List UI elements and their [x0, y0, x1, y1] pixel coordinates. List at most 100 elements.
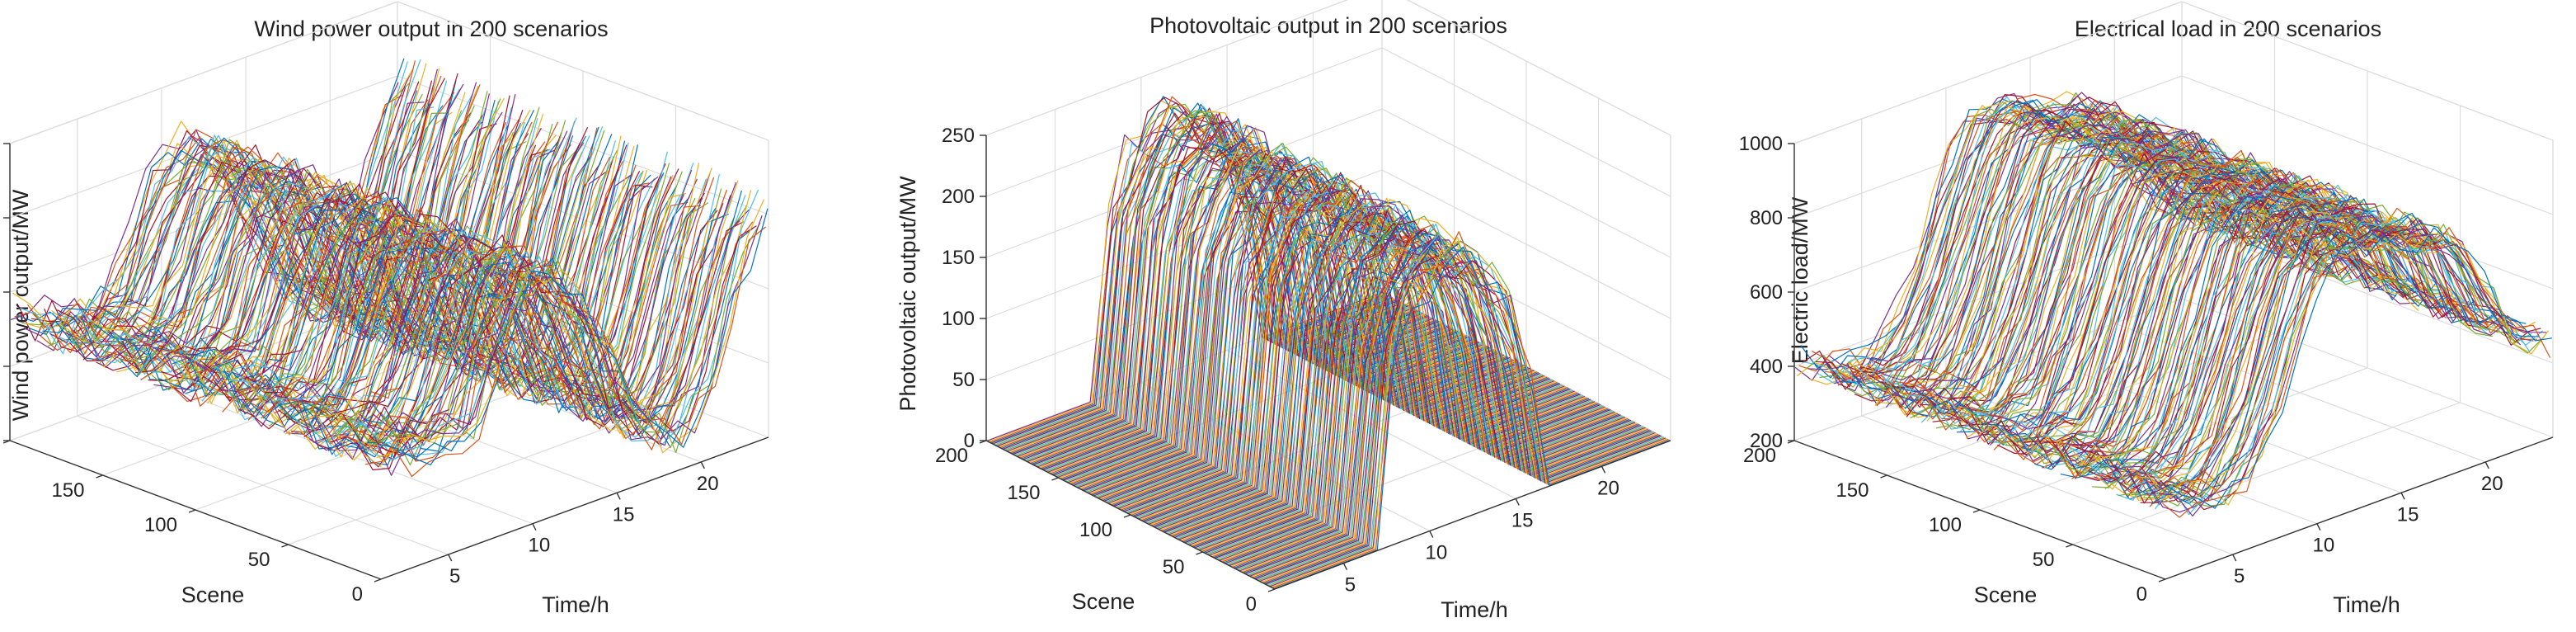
scenario-line [1221, 234, 1619, 563]
y-tick-label: 0 [2136, 583, 2147, 606]
z-axis-label: Wind power output/MW [8, 189, 33, 421]
y-tick-label: 50 [248, 549, 270, 571]
z-tick-label: 150 [942, 247, 975, 269]
scenario-line [1080, 149, 1477, 490]
scenario-line [1246, 223, 1643, 576]
scenario-line [323, 167, 712, 458]
box-edge [9, 1, 398, 144]
scenario-line [2156, 224, 2545, 507]
x-tick-label: 5 [1345, 574, 1356, 597]
y-tick [1123, 514, 1131, 518]
y-tick-label: 150 [1836, 479, 1869, 502]
z-tick-label: 250 [942, 125, 975, 147]
scenario-line [990, 96, 1388, 444]
scenario-line [379, 208, 769, 465]
x-tick-label: 5 [2234, 565, 2245, 587]
scenario-line [194, 151, 583, 404]
scenario-line [2145, 225, 2534, 513]
scenario-line [1255, 252, 1652, 580]
scenario-line [1217, 215, 1615, 561]
scenario-line [1145, 175, 1542, 524]
z-tick-label: 600 [1750, 281, 1783, 304]
x-tick-label: 20 [1597, 477, 1619, 499]
box-edge [985, 0, 1349, 136]
scenario-lines [10, 58, 769, 478]
scenario-line [353, 190, 742, 466]
scenario-line [1233, 223, 1630, 568]
scenario-line [1025, 110, 1422, 462]
y-tick-label: 200 [935, 445, 968, 467]
x-tick-label: 10 [1425, 542, 1447, 564]
scenario-line [1242, 224, 1638, 573]
scenario-line [1103, 167, 1500, 502]
scenario-line [2069, 191, 2458, 467]
scenario-line [1999, 166, 2387, 442]
chart-title: Electrical load in 200 scenarios [2075, 17, 2381, 41]
scenario-line [268, 183, 657, 427]
scenario-line [1111, 168, 1507, 506]
scenario-line [1206, 205, 1603, 554]
x-tick-label: 20 [2481, 473, 2503, 495]
scenario-line [1267, 233, 1663, 586]
scenario-line [1220, 238, 1617, 562]
y-tick-label: 50 [2033, 549, 2055, 571]
scenario-line [21, 83, 411, 336]
scenario-line [216, 130, 605, 403]
scenario-line [2128, 220, 2517, 498]
y-tick-label: 150 [51, 479, 84, 502]
z-tick-label: 50 [952, 369, 975, 391]
scenario-line [1262, 255, 1659, 583]
x-tick-label: 15 [1511, 509, 1534, 531]
scenario-line [34, 93, 423, 346]
scenario-line [106, 100, 496, 373]
scenario-line [378, 226, 766, 478]
wind-power-chart: Wind power output in 200 scenarios Wind … [2, 1, 769, 617]
electrical-load-chart: Electrical load in 200 scenarios Electri… [1739, 1, 2554, 617]
scenario-line [1230, 218, 1627, 568]
scenario-line [2073, 195, 2461, 484]
x-tick [448, 554, 453, 562]
scenario-line [1265, 255, 1662, 585]
scenario-line [200, 127, 589, 399]
axis-line [380, 436, 769, 580]
axis-lines: 51015200501001502000200400600800 [2, 143, 769, 606]
scenario-line [370, 189, 759, 452]
scenario-line [212, 163, 601, 402]
x-tick [616, 492, 621, 500]
x-tick [2232, 554, 2237, 562]
scenario-line [66, 92, 455, 356]
scenario-line [368, 225, 757, 456]
y-tick-label: 100 [1929, 514, 1962, 536]
box-edge [397, 1, 769, 141]
grid-line [9, 75, 769, 219]
scenario-line [1027, 113, 1424, 463]
scenario-line [2162, 225, 2551, 518]
scenario-lines [986, 96, 1671, 590]
y-axis-label: Scene [1974, 582, 2038, 607]
scenario-line [1261, 249, 1657, 583]
x-axis-label: Time/h [2333, 592, 2400, 617]
grid-line [1979, 71, 2368, 511]
scenario-line [2086, 197, 2475, 489]
y-tick [1051, 477, 1059, 481]
scenario-line [86, 105, 475, 364]
scenario-line [1125, 163, 1522, 513]
scenario-line [1011, 103, 1408, 455]
scenario-line [1269, 260, 1666, 587]
scenario-line [1273, 246, 1671, 590]
axis-line [2165, 436, 2554, 580]
x-tick [1515, 498, 1520, 506]
scenario-line [1830, 106, 2219, 389]
x-tick [2400, 492, 2405, 500]
scenario-line [1902, 132, 2292, 415]
scenario-line [2106, 210, 2495, 491]
scenario-line [247, 164, 637, 421]
scenario-line [1248, 231, 1644, 576]
photovoltaic-chart: Photovoltaic output in 200 scenarios Pho… [895, 0, 1671, 622]
scenario-line [1161, 179, 1558, 531]
scenario-line [1109, 163, 1506, 505]
scenario-line [357, 195, 746, 460]
scenario-line [127, 93, 516, 380]
